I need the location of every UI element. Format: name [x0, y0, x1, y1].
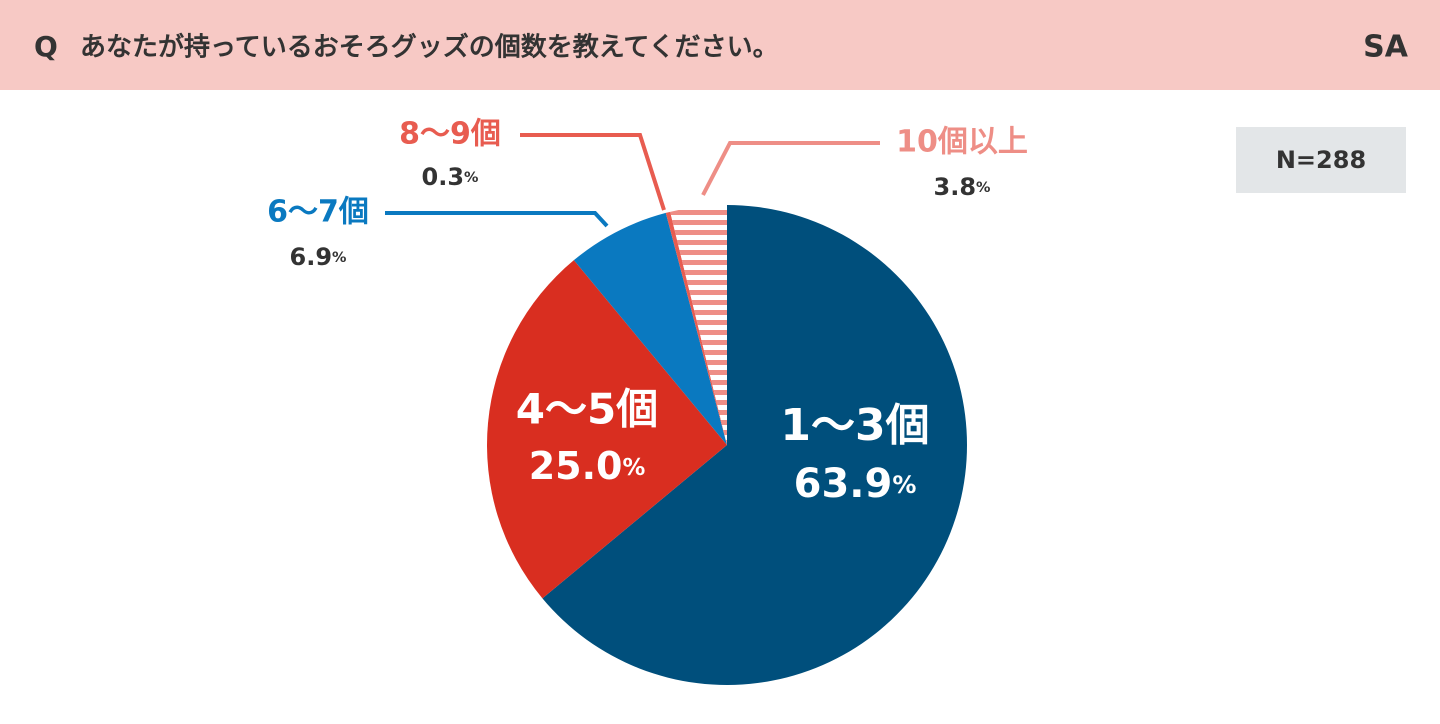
value-label: 0.3% [422, 163, 479, 191]
leader-line [701, 141, 880, 196]
category-label: 1〜3個 [780, 400, 929, 451]
chart-title: あなたが持っているおそろグッズの個数を教えてください。 [80, 32, 779, 63]
value-label: 25.0% [529, 444, 646, 488]
pie-slice [665, 211, 727, 445]
sample-size: N=288 [1276, 146, 1366, 174]
header-bar [0, 0, 1440, 90]
value-label: 63.9% [794, 461, 917, 507]
category-label: 4〜5個 [516, 385, 658, 434]
pie-slice [486, 260, 727, 599]
category-label: 10個以上 [896, 125, 1028, 160]
value-label: 6.9% [290, 243, 347, 271]
leader-line [520, 133, 666, 211]
category-label: 6〜7個 [267, 195, 369, 230]
pie-slice [542, 205, 967, 685]
pie-slice [670, 205, 727, 445]
category-label: 8〜9個 [399, 117, 501, 152]
value-label: 3.8% [934, 173, 991, 201]
sample-box [1236, 127, 1406, 193]
badge: SA [1363, 30, 1409, 65]
pie-slice [573, 212, 727, 445]
question-label: Q [34, 30, 58, 63]
leader-line [385, 211, 609, 228]
